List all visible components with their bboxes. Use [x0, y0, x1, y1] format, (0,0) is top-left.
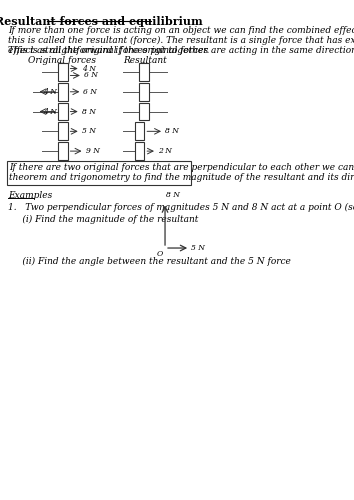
Text: This is straightforward if the original forces are acting in the same direction…: This is straightforward if the original …: [8, 46, 354, 56]
Text: 5 N: 5 N: [82, 128, 96, 136]
Bar: [139, 63, 149, 81]
Text: 1.   Two perpendicular forces of magnitudes 5 N and 8 N act at a point O (see di: 1. Two perpendicular forces of magnitude…: [8, 202, 354, 211]
Text: If more than one force is acting on an object we can find the combined effect of: If more than one force is acting on an o…: [8, 26, 354, 56]
Bar: [58, 83, 68, 100]
Bar: [58, 142, 68, 160]
Bar: [7, 161, 191, 184]
Text: 9 N: 9 N: [86, 147, 99, 155]
Text: O: O: [156, 250, 163, 258]
Text: (i) Find the magnitude of the resultant: (i) Find the magnitude of the resultant: [8, 214, 199, 224]
Bar: [139, 83, 149, 100]
Bar: [58, 63, 68, 81]
Text: Resultant forces and equilibrium: Resultant forces and equilibrium: [0, 16, 203, 26]
Bar: [58, 122, 68, 140]
Text: Examples: Examples: [8, 190, 52, 200]
Text: 4 N: 4 N: [82, 64, 96, 72]
Text: 6 N: 6 N: [84, 72, 98, 80]
Bar: [58, 102, 68, 120]
Text: (ii) Find the angle between the resultant and the 5 N force: (ii) Find the angle between the resultan…: [8, 257, 291, 266]
Text: 2 N: 2 N: [158, 147, 172, 155]
Bar: [135, 122, 144, 140]
Text: Original forces: Original forces: [28, 56, 96, 65]
Text: 4 N: 4 N: [43, 108, 57, 116]
Text: Resultant: Resultant: [124, 56, 167, 65]
Text: 8 N: 8 N: [166, 190, 180, 198]
Text: If there are two original forces that are perpendicular to each other we can use: If there are two original forces that ar…: [9, 163, 354, 182]
Text: 4 N: 4 N: [43, 88, 57, 96]
Text: 8 N: 8 N: [82, 108, 96, 116]
Bar: [139, 102, 149, 120]
Text: 5 N: 5 N: [191, 244, 205, 252]
Bar: [135, 142, 144, 160]
Text: 8 N: 8 N: [165, 128, 179, 136]
Text: 6 N: 6 N: [83, 88, 97, 96]
